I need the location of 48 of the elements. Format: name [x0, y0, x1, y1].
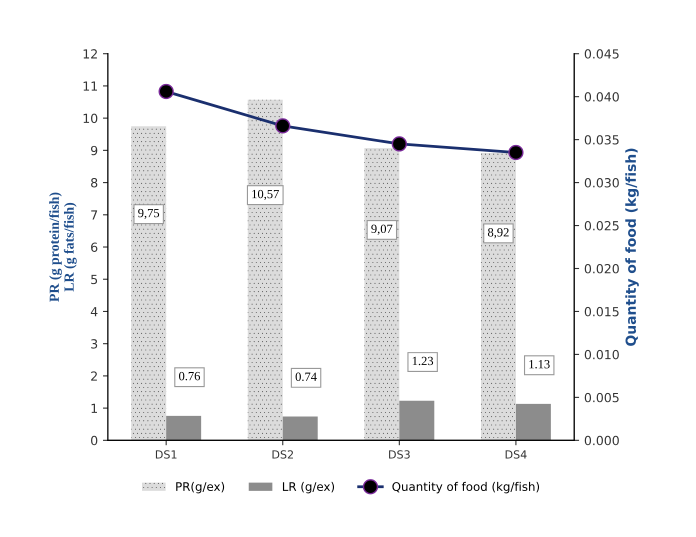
bar	[399, 400, 434, 440]
y-tick-label: 9	[90, 146, 98, 156]
bar	[248, 100, 283, 440]
y2-tick-label: 0.015	[584, 306, 619, 316]
y-axis-title: PR (g protein/fish) LR (g fats/fish)	[49, 192, 77, 302]
y2-tick-label: 0.040	[584, 92, 619, 102]
x-tick-label: DS1	[156, 450, 176, 459]
data-label: 1.13	[529, 360, 550, 368]
y2-tick-label: 0.000	[584, 436, 619, 446]
data-label: 9,07	[371, 224, 392, 235]
data-label: 0.76	[179, 372, 200, 380]
x-tick-label: DS2	[272, 450, 293, 459]
bar	[364, 148, 400, 440]
y2-tick-label: 0.010	[584, 350, 619, 360]
legend-label: Quantity of food (kg/fish)	[392, 482, 540, 494]
y-tick-label: 8	[91, 178, 98, 188]
y2-tick-label: 0.030	[584, 178, 619, 188]
bar	[282, 416, 318, 440]
bar	[131, 126, 166, 440]
y2-tick-label: 0.045	[584, 49, 619, 59]
y-tick-label: 2	[91, 371, 97, 381]
legend-label: LR (g/ex)	[282, 482, 334, 494]
bar	[516, 404, 551, 440]
data-label: 9,75	[138, 208, 160, 220]
y-tick-label: 10	[84, 114, 98, 124]
y-tick-label: 1	[92, 404, 98, 413]
data-label: 10,57	[252, 190, 279, 200]
x-tick-label: DS4	[506, 450, 527, 459]
bar	[166, 416, 202, 440]
y-tick-label: 12	[84, 49, 97, 58]
y2-tick-label: 0.005	[584, 392, 619, 402]
y-tick-label: 4	[90, 307, 98, 316]
y-tick-label: 0	[91, 436, 98, 446]
y2-axis-title: Quantity of food (kg/fish)	[625, 148, 639, 346]
y-tick-label: 11	[84, 82, 98, 91]
data-label: 1.23	[412, 356, 434, 366]
data-label: 8,92	[488, 228, 509, 238]
y-tick-label: 5	[91, 274, 98, 284]
y2-tick-label: 0.020	[584, 264, 619, 274]
y-tick-label: 6	[91, 242, 98, 252]
data-label: 0.74	[296, 372, 317, 382]
bar	[480, 152, 516, 440]
legend-label: PR(g/ex)	[176, 482, 224, 494]
y2-tick-label: 0.025	[584, 221, 619, 230]
x-tick-label: DS3	[389, 450, 410, 459]
y2-tick-label: 0.035	[584, 135, 619, 145]
y-tick-label: 3	[91, 339, 98, 349]
y-tick-label: 7	[91, 210, 98, 220]
